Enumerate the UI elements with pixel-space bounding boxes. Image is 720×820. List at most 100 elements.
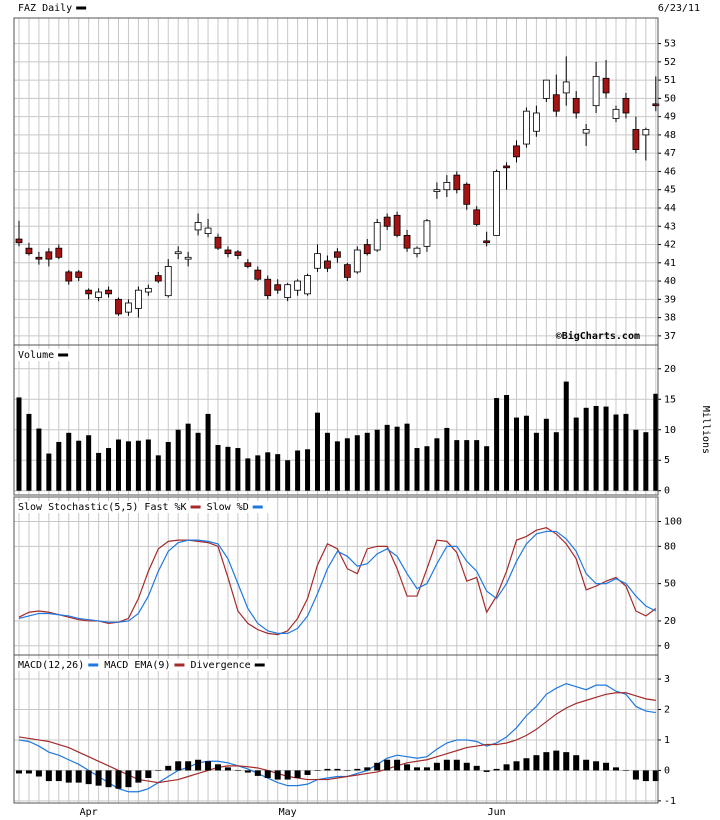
candle-body [45,251,53,260]
bar [354,435,360,491]
bar [145,439,151,491]
bar [354,768,361,771]
candle-body [284,284,292,298]
candle-body [324,260,331,269]
bar [165,441,171,491]
candle-body [533,112,540,132]
candle-body [15,238,23,244]
bar [523,415,529,491]
bar [96,452,102,491]
source-label: ©BigCharts.com [556,330,640,342]
bar [643,432,649,491]
chart-title: FAZ Daily [18,3,72,14]
candle-body [413,247,421,255]
bar [65,770,72,783]
y-tick-label: 1 [664,735,670,746]
bar [106,448,112,491]
y-tick-label: 49 [664,112,676,123]
candle-body [493,171,501,236]
candle-body [353,249,361,273]
bar [374,429,380,491]
bar [553,750,560,771]
candle-body [562,81,570,94]
candle-body [403,234,411,249]
bar [384,759,391,771]
y-tick-label: 0 [664,641,670,652]
bar [494,398,500,491]
bar [314,770,321,771]
legend-label: Divergence [190,660,250,671]
candle-body [244,262,252,267]
bar [593,761,600,771]
candle-body [463,183,471,205]
bar [175,761,182,771]
candle-body [572,97,580,114]
bar [613,767,619,771]
y-tick-label: 41 [664,258,676,269]
y-tick-label: 0 [664,765,670,776]
candle-body [592,76,600,107]
bar [215,764,221,771]
bar [603,762,610,771]
bar [16,770,22,774]
y-tick-label: 20 [664,364,676,375]
mark-layer [15,56,660,793]
candle-body [383,216,391,227]
bar [474,440,480,491]
candle-body [473,209,481,225]
y-tick-label: 5 [664,455,670,466]
candle-body [154,275,162,282]
candle-body [612,108,620,119]
y-tick-label: 50 [664,93,676,104]
bar [444,427,450,491]
bar [484,446,490,491]
bar [56,441,62,491]
bar [264,770,271,779]
bar [344,438,350,491]
candle-body [542,79,550,99]
bar [95,770,102,786]
candle-body [373,222,381,251]
bar [543,752,550,771]
candle-body [443,182,451,191]
bar [423,767,430,771]
y-tick-label: 38 [664,313,676,324]
candle-body [264,278,272,297]
bar [285,460,291,491]
y-tick-label: 51 [664,75,676,86]
candle-body [184,256,192,260]
y-tick-label: 100 [664,516,682,527]
bar [493,768,500,771]
candle-body [85,289,93,295]
bar [66,432,72,491]
candle-body [622,97,630,114]
bar [443,759,450,771]
bar [25,770,32,774]
bar [434,438,440,491]
y-tick-label: 50 [664,579,676,590]
bar [563,752,570,771]
bar [45,770,52,782]
bar [16,397,22,491]
bar [642,770,649,782]
bar [622,770,629,771]
bar [185,761,192,771]
bar [324,432,330,491]
bar [463,762,470,771]
bar [364,432,370,491]
bar [583,407,589,491]
label-layer: FAZ Daily 6/23/11 37 38 39 40 41 42 43 44 45 46 47… [13,3,711,818]
y-tick-label: 39 [664,294,676,305]
bar [244,770,251,773]
bar [653,393,659,491]
y-axis-label: Millions [700,406,711,454]
bar [235,448,241,491]
bar [573,755,580,771]
bar [254,770,261,776]
bar [75,770,82,783]
bar [583,759,590,771]
bar [245,458,251,491]
bar [483,770,490,772]
bar [125,441,131,491]
candle-body [105,289,112,295]
